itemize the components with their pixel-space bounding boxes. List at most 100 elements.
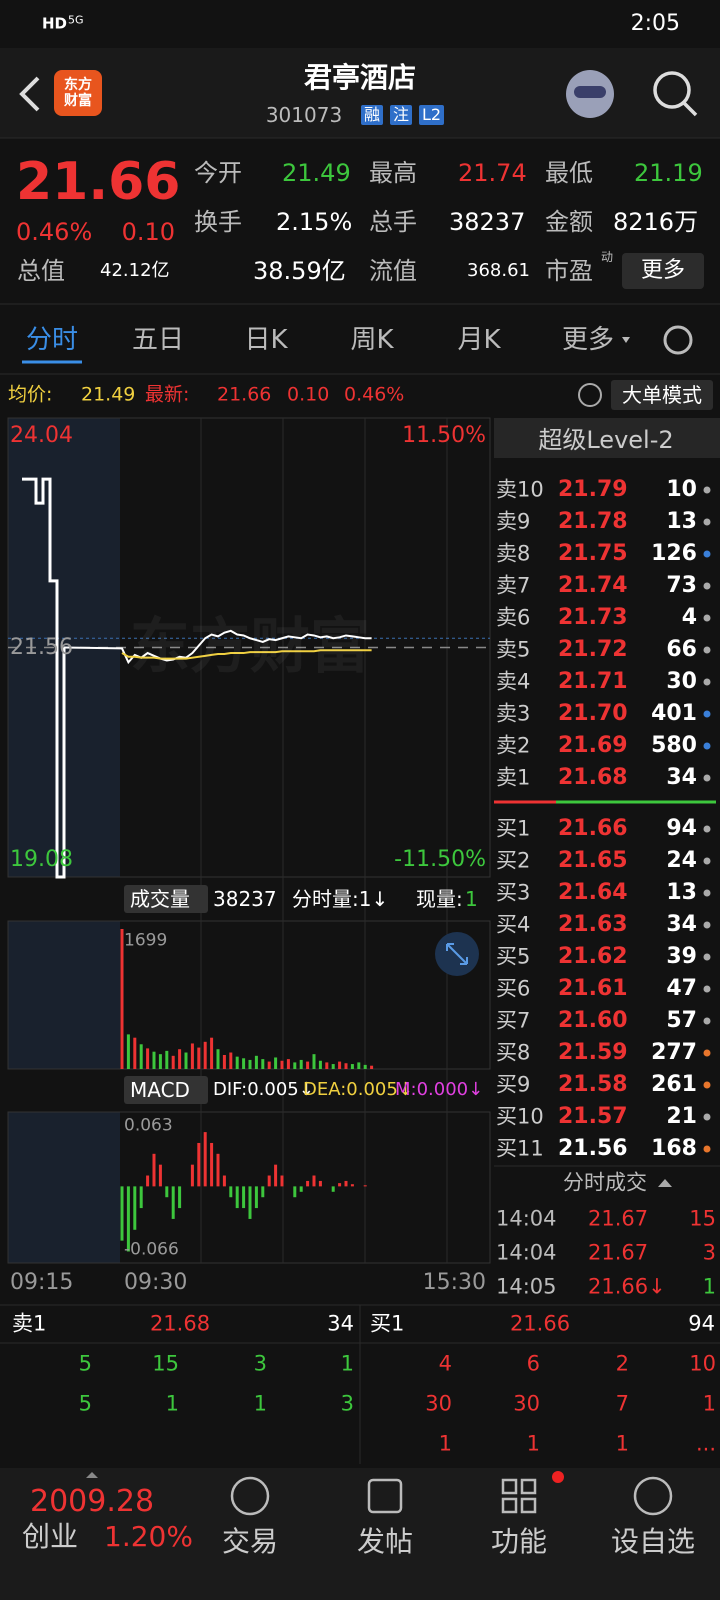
back-icon[interactable]	[19, 76, 40, 112]
macd-bar	[344, 1180, 348, 1187]
volume-total: 38237	[213, 887, 277, 911]
mode-button-bg[interactable]	[611, 380, 713, 410]
volume-bar	[267, 1061, 271, 1069]
help-icon[interactable]	[578, 383, 602, 407]
latest-change: 0.10	[287, 383, 330, 406]
macd-bar	[280, 1175, 284, 1187]
robot-visor	[574, 86, 606, 98]
tab[interactable]: 月K	[457, 325, 501, 355]
bid-price: 21.65	[558, 848, 628, 873]
change-pct: 0.46%	[16, 218, 93, 246]
ask-price: 21.75	[558, 541, 628, 566]
sort-icon	[658, 1179, 672, 1187]
field-value: 2.15%	[276, 208, 353, 236]
tick-vol: 1	[702, 1274, 716, 1299]
volume-bar	[146, 1048, 150, 1069]
tick-price: 21.66↓	[588, 1274, 666, 1299]
nav-item[interactable]: 设自选	[610, 1525, 696, 1558]
macd-bar	[267, 1175, 271, 1187]
volume-bar	[338, 1061, 342, 1069]
bid-dot	[703, 1049, 711, 1057]
function-icon[interactable]	[501, 1478, 537, 1514]
status-net: 5G	[68, 13, 84, 27]
bid-order: 1	[526, 1431, 540, 1456]
macd-bar	[299, 1186, 303, 1192]
ask-vol: 13	[666, 509, 697, 534]
tab[interactable]: 日K	[244, 325, 288, 355]
more-button[interactable]: 更多	[640, 258, 686, 283]
y-tick-label: 19.08	[10, 847, 73, 872]
depth-ask-price: 21.68	[149, 1311, 211, 1336]
ask-order: 3	[340, 1391, 354, 1416]
tab[interactable]: 分时	[25, 325, 79, 355]
bid-label: 买2	[496, 848, 531, 873]
ask-price: 21.70	[558, 701, 628, 726]
bid-label: 买11	[496, 1136, 544, 1161]
tab[interactable]: 五日	[131, 325, 185, 355]
tick-price: 21.67	[588, 1206, 649, 1231]
ask-label: 卖2	[496, 733, 531, 758]
macd-bar	[126, 1186, 130, 1252]
bid-vol: 57	[666, 1008, 697, 1033]
bid-order: 7	[615, 1391, 629, 1416]
ask-vol: 30	[666, 669, 697, 694]
bid-vol: 39	[666, 944, 697, 969]
volume-select[interactable]: 成交量	[130, 887, 190, 911]
bid-order: 1	[615, 1431, 629, 1456]
macd-select-bg[interactable]	[124, 1076, 208, 1104]
ask-price: 21.78	[558, 509, 628, 534]
volume-bar	[293, 1062, 297, 1069]
auction-line	[22, 477, 66, 879]
ask-label: 卖9	[496, 509, 531, 534]
bid-dot	[703, 1145, 711, 1153]
macd-bar	[178, 1186, 182, 1209]
ask-price: 21.73	[558, 605, 628, 630]
status-time: 2:05	[630, 11, 680, 36]
volume-bar	[370, 1065, 374, 1069]
bid-label: 买9	[496, 1072, 531, 1097]
bid-dot	[703, 985, 711, 993]
nav-item[interactable]: 功能	[490, 1525, 548, 1558]
latest-value: 21.66	[217, 383, 272, 406]
bid-price: 21.63	[558, 912, 628, 937]
expand-icon	[446, 943, 468, 965]
nav-item[interactable]: 发帖	[356, 1525, 414, 1558]
avg-label: 均价:	[8, 383, 53, 406]
trade-icon[interactable]	[230, 1476, 270, 1516]
ask-label: 卖1	[496, 765, 531, 790]
macd-bar	[338, 1183, 342, 1187]
field-value: 21.74	[458, 159, 527, 187]
y-tick-label: 1699	[124, 930, 168, 951]
ask-dot	[703, 774, 711, 782]
macd-bar	[229, 1186, 233, 1198]
search-handle	[682, 101, 698, 117]
post-icon[interactable]	[367, 1478, 403, 1514]
depth-ask-vol: 34	[327, 1311, 354, 1336]
bid-vol: 277	[651, 1040, 697, 1065]
mode-button[interactable]: 大单模式	[622, 383, 702, 407]
ask-price: 21.69	[558, 733, 628, 758]
bid-dot	[703, 1113, 711, 1121]
ask-price: 21.79	[558, 477, 628, 502]
more-button-bg[interactable]	[622, 253, 704, 289]
nav-item[interactable]: 交易	[221, 1525, 279, 1558]
watchlist-icon[interactable]	[633, 1476, 673, 1516]
volume-bar	[216, 1049, 220, 1069]
volume-bar	[139, 1044, 143, 1069]
bid-price: 21.66	[558, 816, 628, 841]
search-icon[interactable]	[653, 71, 691, 109]
volume-bar	[274, 1057, 278, 1069]
volume-bar	[254, 1055, 258, 1069]
bid-dot	[703, 953, 711, 961]
x-tick-label: 09:15	[10, 1270, 74, 1295]
macd-select[interactable]: MACD	[130, 1078, 190, 1102]
tick-time: 14:04	[496, 1206, 557, 1231]
field-label: 市盈	[545, 257, 593, 285]
tab[interactable]: 周K	[350, 325, 394, 355]
volume-select-bg[interactable]	[124, 885, 208, 913]
volume-bar	[363, 1064, 367, 1069]
volume-period: 分时量:1↓	[292, 887, 389, 911]
bid-dot	[703, 857, 711, 865]
tab[interactable]: 更多	[561, 325, 615, 355]
settings-icon[interactable]	[663, 325, 693, 355]
